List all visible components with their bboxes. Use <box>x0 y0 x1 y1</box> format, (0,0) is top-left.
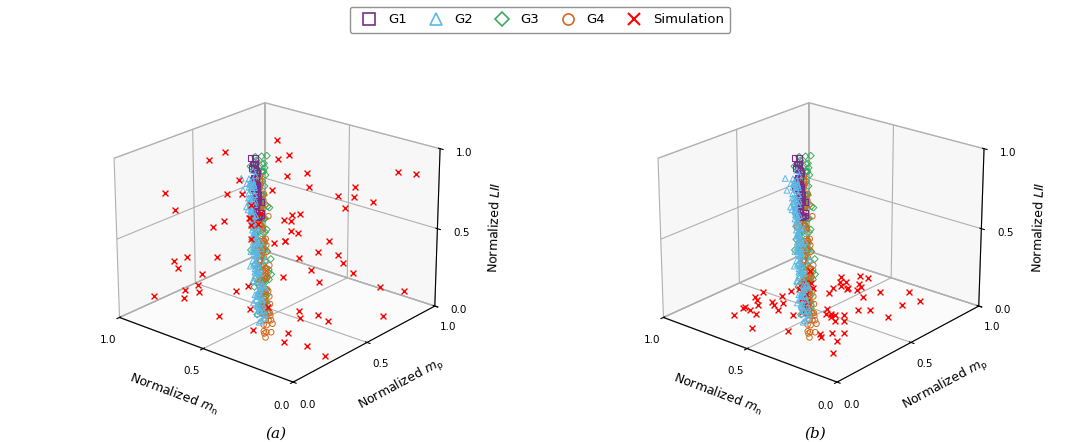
Y-axis label: Normalized $m_{\mathrm{p}}$: Normalized $m_{\mathrm{p}}$ <box>900 354 991 415</box>
Legend: G1, G2, G3, G4, Simulation: G1, G2, G3, G4, Simulation <box>350 7 730 33</box>
Y-axis label: Normalized $m_{\mathrm{p}}$: Normalized $m_{\mathrm{p}}$ <box>355 354 447 415</box>
Text: (b): (b) <box>805 427 826 441</box>
X-axis label: Normalized $m_{\mathrm{n}}$: Normalized $m_{\mathrm{n}}$ <box>671 370 765 417</box>
X-axis label: Normalized $m_{\mathrm{n}}$: Normalized $m_{\mathrm{n}}$ <box>127 370 220 417</box>
Text: (a): (a) <box>265 427 286 441</box>
